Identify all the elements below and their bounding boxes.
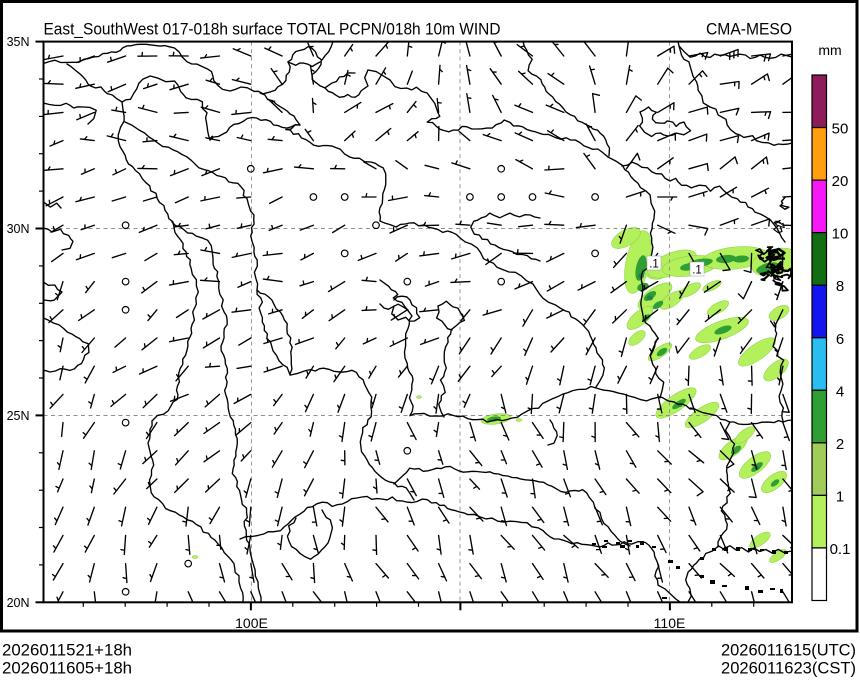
svg-text:2026011623(CST): 2026011623(CST) <box>721 659 856 678</box>
svg-text:6: 6 <box>836 331 844 348</box>
svg-text:110E: 110E <box>654 615 686 631</box>
svg-text:30N: 30N <box>7 222 30 236</box>
svg-text:10: 10 <box>832 226 849 243</box>
svg-text:0.1: 0.1 <box>830 541 851 558</box>
svg-text:20: 20 <box>832 173 849 190</box>
svg-text:2026011615(UTC): 2026011615(UTC) <box>721 641 856 660</box>
svg-text:20N: 20N <box>7 596 30 610</box>
svg-text:East_SouthWest 017-018h surfac: East_SouthWest 017-018h surface TOTAL PC… <box>44 20 501 39</box>
svg-text:2026011605+18h: 2026011605+18h <box>2 659 132 678</box>
svg-text:2026011521+18h: 2026011521+18h <box>2 641 132 660</box>
svg-text:4: 4 <box>836 383 844 400</box>
svg-text:mm: mm <box>818 42 841 58</box>
svg-text:.1: .1 <box>692 265 702 277</box>
svg-text:50: 50 <box>832 121 849 138</box>
svg-text:.1: .1 <box>649 259 659 271</box>
svg-text:2: 2 <box>836 436 844 453</box>
svg-text:CMA-MESO: CMA-MESO <box>706 20 792 39</box>
svg-text:25N: 25N <box>7 409 30 423</box>
svg-text:8: 8 <box>836 278 844 295</box>
svg-text:35N: 35N <box>7 35 30 49</box>
svg-text:1: 1 <box>836 488 844 505</box>
svg-text:100E: 100E <box>235 615 268 631</box>
